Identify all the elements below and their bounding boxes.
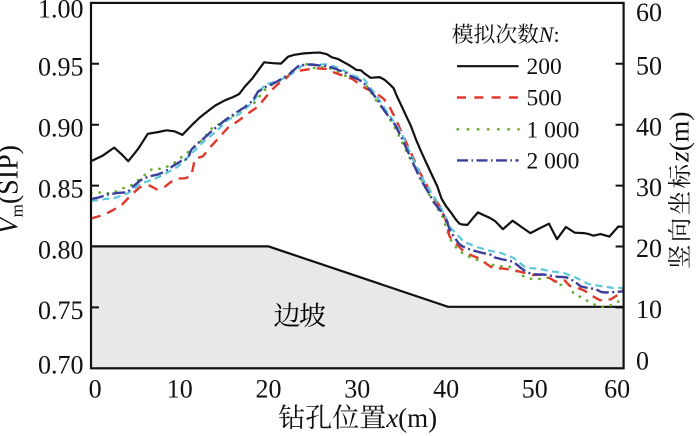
svg-text:40: 40 bbox=[433, 375, 459, 404]
svg-text:500: 500 bbox=[527, 86, 562, 112]
svg-text:30: 30 bbox=[636, 173, 662, 202]
svg-text:200: 200 bbox=[527, 54, 562, 80]
svg-text:N:: N: bbox=[538, 22, 560, 47]
svg-text:Vm(SIP): Vm(SIP) bbox=[0, 145, 27, 234]
svg-text:10: 10 bbox=[167, 375, 193, 404]
svg-text:2 000: 2 000 bbox=[527, 148, 580, 174]
svg-text:50: 50 bbox=[636, 51, 662, 80]
svg-text:50: 50 bbox=[522, 375, 548, 404]
svg-text:0.90: 0.90 bbox=[38, 114, 84, 143]
svg-text:60: 60 bbox=[604, 375, 630, 404]
svg-text:0: 0 bbox=[89, 375, 102, 404]
svg-text:20: 20 bbox=[256, 375, 282, 404]
svg-text:30: 30 bbox=[344, 375, 370, 404]
svg-text:0.70: 0.70 bbox=[38, 350, 84, 379]
svg-text:0.85: 0.85 bbox=[38, 174, 84, 203]
svg-text:0.80: 0.80 bbox=[38, 235, 84, 264]
svg-text:1.00: 1.00 bbox=[38, 0, 84, 24]
svg-text:10: 10 bbox=[636, 295, 662, 324]
svg-text:x(m): x(m) bbox=[385, 403, 437, 433]
svg-text:20: 20 bbox=[636, 234, 662, 263]
svg-text:0.75: 0.75 bbox=[38, 296, 84, 325]
svg-text:0: 0 bbox=[636, 347, 649, 376]
svg-text:0.95: 0.95 bbox=[38, 53, 84, 82]
svg-text:40: 40 bbox=[636, 112, 662, 141]
svg-text:60: 60 bbox=[636, 0, 662, 27]
svg-text:z(m): z(m) bbox=[664, 112, 695, 163]
svg-text:1 000: 1 000 bbox=[527, 117, 580, 143]
